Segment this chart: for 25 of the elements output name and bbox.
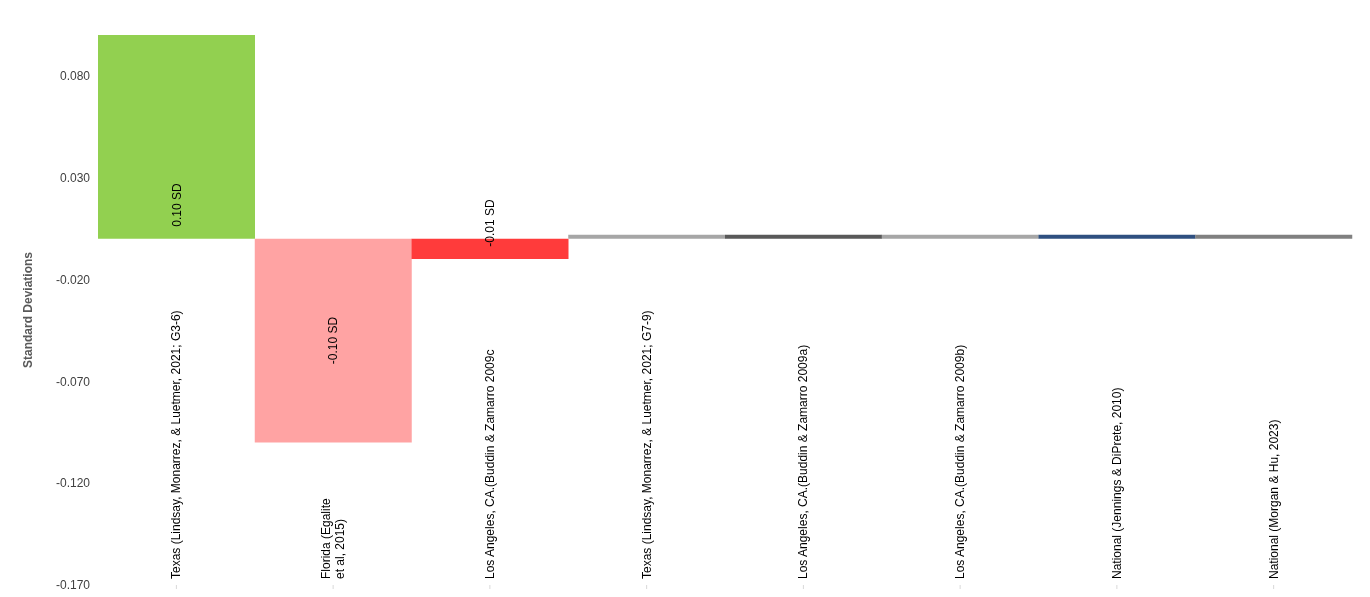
bar — [254, 238, 412, 443]
y-axis-title: Standard Deviations — [21, 251, 36, 369]
bar — [881, 234, 1039, 239]
bar — [725, 234, 882, 239]
x-tick-label: Los Angeles, CA.(Buddin & Zamarro 2009c — [482, 349, 497, 579]
x-tick-label: Los Angeles, CA.(Buddin & Zamarro 2009b) — [953, 344, 968, 579]
x-tick-label: Texas (Lindsay, Monarrez, & Luetmer, 2021; G7-9) — [639, 310, 654, 579]
y-tick-label: -0.020 — [55, 272, 91, 287]
y-tick-label: -0.070 — [55, 374, 91, 389]
x-tick-label: Florida (Egalite et al, 2015) — [319, 497, 348, 579]
data-label: 0.10 SD — [169, 183, 184, 227]
y-tick-label: 0.030 — [59, 170, 91, 185]
bar — [1195, 234, 1353, 239]
data-label: -0.01 SD — [483, 199, 497, 247]
x-tick-label: National (Morgan & Hu, 2023) — [1266, 419, 1281, 579]
x-tick-label: National (Jennings & DiPrete, 2010) — [1109, 387, 1124, 579]
bar — [1038, 234, 1196, 239]
y-tick-label: -0.170 — [55, 578, 91, 593]
data-label: -0.10 SD — [326, 316, 341, 365]
bar — [98, 35, 255, 239]
y-tick-label: -0.120 — [55, 476, 91, 491]
x-tick-label: Texas (Lindsay, Monarrez, & Luetmer, 2021; G3-6) — [169, 310, 184, 579]
x-tick-label: Los Angeles, CA.(Buddin & Zamarro 2009a) — [796, 344, 811, 579]
y-tick-label: 0.080 — [59, 69, 91, 83]
bar — [568, 234, 726, 239]
